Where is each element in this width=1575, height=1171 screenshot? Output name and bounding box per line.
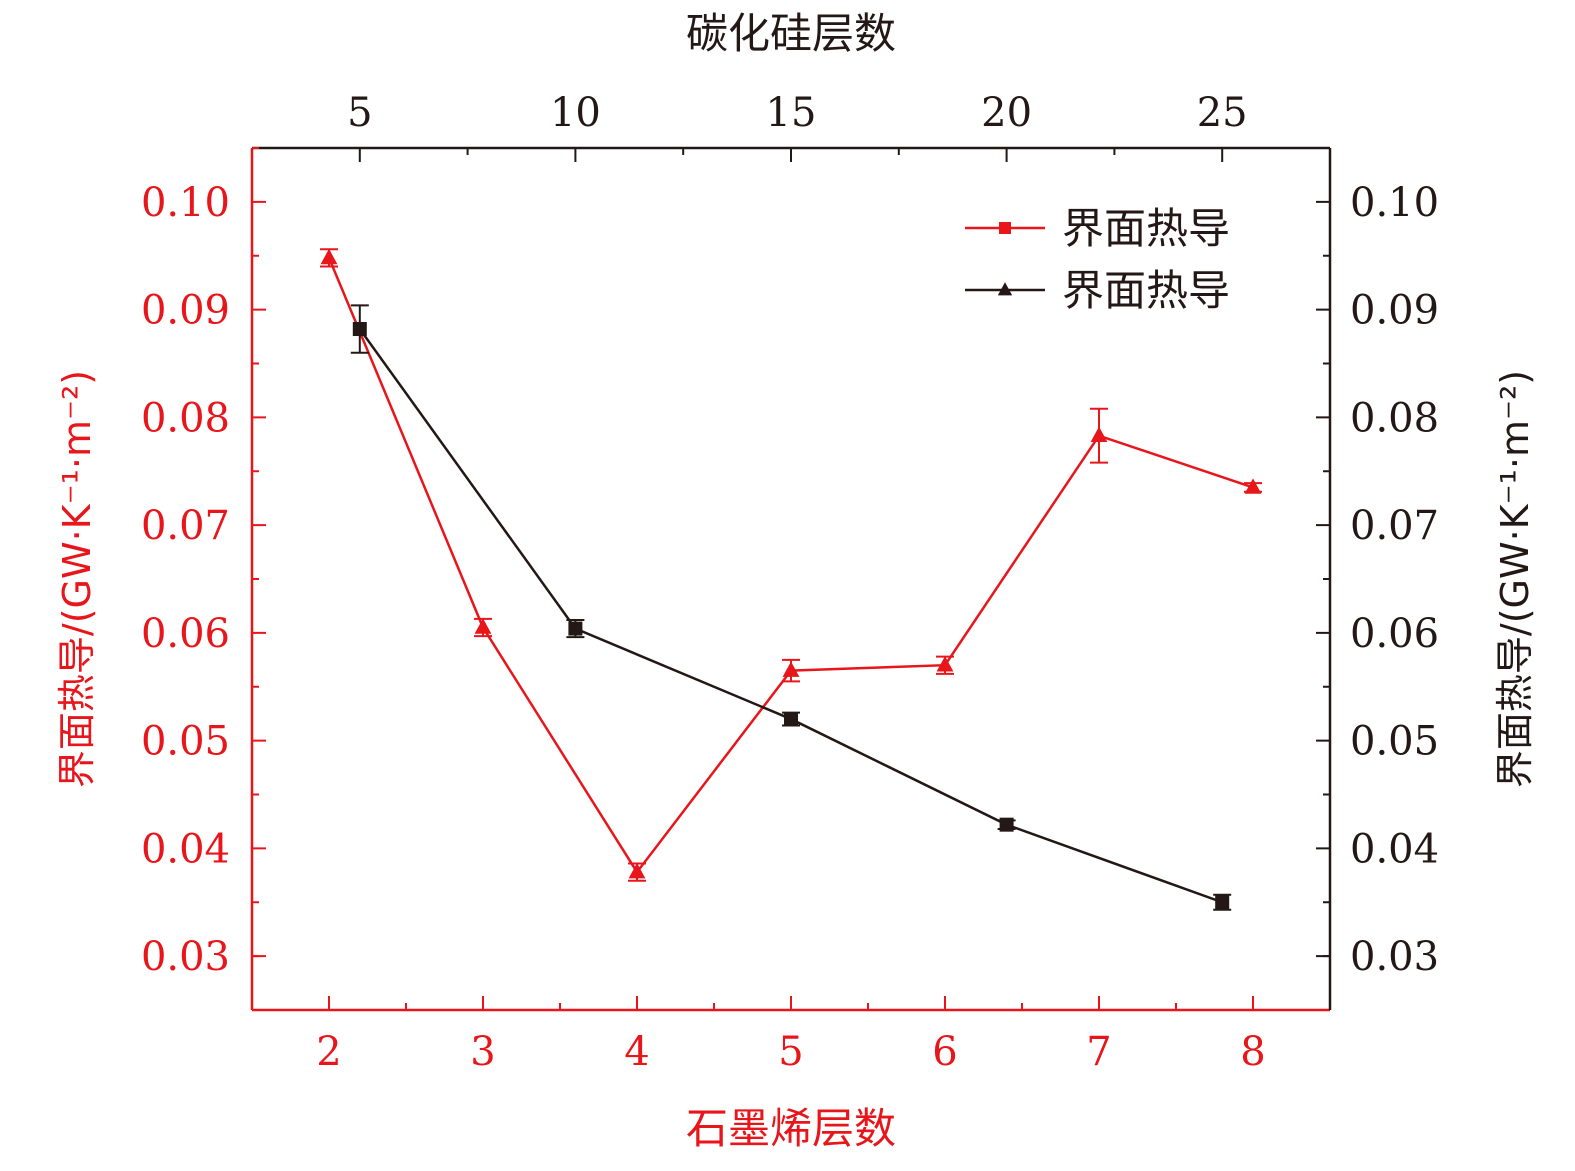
top-tick-label: 10 (550, 90, 601, 136)
data-point (999, 817, 1014, 832)
data-point (1244, 478, 1262, 494)
data-point (352, 322, 367, 337)
legend-marker (997, 282, 1013, 296)
right-tick-label: 0.08 (1350, 395, 1439, 441)
series-line (358, 328, 1223, 904)
right-tick-label: 0.03 (1350, 934, 1439, 980)
data-point (936, 656, 954, 672)
y-tick-label: 0.10 (141, 180, 230, 226)
legend-label: 界面热导 (1062, 266, 1230, 315)
right-tick-label: 0.04 (1350, 826, 1439, 872)
series-2 (350, 304, 1232, 911)
x-tick-label: 5 (778, 1029, 803, 1075)
data-point (782, 661, 800, 677)
x-tick-label: 4 (624, 1029, 649, 1075)
right-tick-label: 0.07 (1350, 503, 1439, 549)
top-axis-label: 碳化硅层数 (686, 9, 896, 58)
top-tick-label: 15 (766, 90, 817, 136)
x-tick-label: 2 (316, 1029, 341, 1075)
y-tick-label: 0.07 (141, 503, 230, 549)
y-tick-label: 0.05 (141, 719, 230, 765)
right-tick-label: 0.09 (1350, 288, 1439, 334)
top-tick-label: 25 (1197, 90, 1248, 136)
right-tick-label: 0.10 (1350, 180, 1439, 226)
data-point (628, 862, 646, 879)
x-axis-label: 石墨烯层数 (686, 1104, 896, 1153)
series-layer (320, 248, 1262, 911)
x-tick-label: 7 (1086, 1029, 1111, 1075)
data-point (1215, 895, 1230, 910)
x-tick-label: 3 (470, 1029, 495, 1075)
data-point (474, 618, 492, 634)
data-point (568, 621, 583, 636)
top-tick-label: 5 (347, 90, 372, 136)
y-tick-label: 0.04 (141, 826, 230, 872)
series-1 (320, 248, 1262, 882)
data-point (784, 712, 798, 727)
right-axis-label: 界面热导/(GW·K⁻¹·m⁻²) (1493, 370, 1537, 788)
right-tick-label: 0.05 (1350, 719, 1439, 765)
right-tick-label: 0.06 (1350, 611, 1439, 657)
y-tick-label: 0.09 (141, 288, 230, 334)
x-tick-label: 8 (1240, 1029, 1265, 1075)
x-tick-label: 6 (932, 1029, 957, 1075)
legend-label: 界面热导 (1062, 204, 1230, 253)
data-point (320, 248, 338, 265)
top-tick-label: 20 (981, 90, 1032, 136)
series-line (327, 257, 1254, 875)
data-point (1090, 426, 1108, 442)
axes-layer: 2 3 4 5 6 7 8 5 10 15 20 25 0.03 0.03 0.04 0.04 0.05 0.05… (141, 90, 1439, 1075)
y-tick-label: 0.03 (141, 934, 230, 980)
legend-marker (999, 222, 1011, 234)
y-axis-label: 界面热导/(GW·K⁻¹·m⁻²) (55, 370, 99, 788)
y-tick-label: 0.06 (141, 611, 230, 657)
y-tick-label: 0.08 (141, 395, 230, 441)
